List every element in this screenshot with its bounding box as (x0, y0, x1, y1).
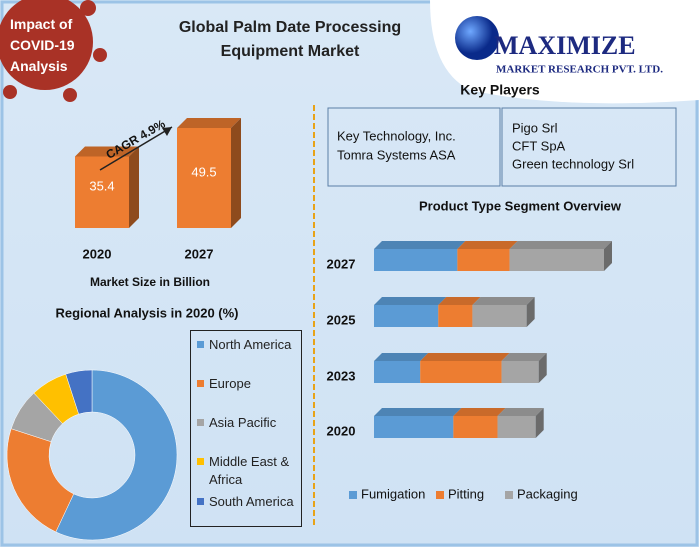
bar-top (472, 297, 535, 305)
bar (501, 361, 539, 383)
bar-top (497, 408, 544, 416)
y-tick-label: 2025 (327, 312, 356, 327)
bar (497, 416, 536, 438)
bar-top (453, 408, 506, 416)
bar (453, 416, 498, 438)
bar-top (501, 353, 547, 361)
player-box (501, 107, 677, 187)
bar-top (177, 118, 241, 128)
bar (374, 305, 439, 327)
bar-top (374, 241, 466, 249)
bar (438, 305, 473, 327)
legend-label: Fumigation (361, 486, 425, 501)
x-tick-label: 2027 (185, 246, 214, 261)
bar-side (129, 146, 139, 228)
bar-top (374, 408, 462, 416)
logo-backdrop (430, 0, 699, 104)
legend-swatch (197, 380, 204, 387)
y-tick-label: 2020 (327, 423, 356, 438)
bar-end (538, 353, 547, 383)
legend-swatch (436, 491, 444, 499)
bar-top (420, 353, 510, 361)
bar-top (457, 241, 518, 249)
key-players-title: Key Players (460, 82, 540, 98)
player-box (327, 107, 501, 187)
legend-swatch (197, 341, 204, 348)
bar-top (438, 297, 481, 305)
bar (177, 128, 231, 228)
legend-label: South America (197, 493, 301, 511)
key-player: Green technology Srl (512, 156, 634, 171)
bar-top (374, 297, 447, 305)
x-tick-label: 2020 (83, 246, 112, 261)
key-player: CFT SpA (512, 138, 566, 153)
cagr-arrowhead (162, 127, 172, 136)
key-player: Key Technology, Inc. (337, 128, 456, 143)
bar (374, 416, 454, 438)
logo-name: MAXIMIZE (494, 31, 636, 60)
y-tick-label: 2027 (327, 256, 356, 271)
bar (374, 361, 421, 383)
bar-top (509, 241, 612, 249)
bar (457, 249, 510, 271)
data-label: 35.4 (89, 179, 114, 194)
virus (0, 0, 107, 102)
legend-label: Asia Pacific (197, 414, 301, 432)
key-player: Pigo Srl (512, 120, 558, 135)
page-title: Global Palm Date Processing Equipment Ma… (178, 19, 402, 60)
bar-top (374, 353, 429, 361)
bar (509, 249, 604, 271)
cagr-arrow (99, 126, 173, 171)
legend-swatch (197, 458, 204, 465)
bar (374, 249, 458, 271)
bar-end (526, 297, 535, 327)
bar (472, 305, 527, 327)
bar-end (604, 241, 612, 271)
y-tick-label: 2023 (327, 368, 356, 383)
key-player: Tomra Systems ASA (337, 147, 456, 162)
pie-slice (65, 369, 93, 415)
legend-label: Middle East & Africa (197, 453, 301, 489)
legend-label: Pitting (448, 486, 484, 501)
bar-top (75, 146, 139, 157)
bar (420, 361, 502, 383)
data-label: 49.5 (191, 164, 216, 179)
logo-globe (455, 16, 499, 60)
chart-title: Regional Analysis in 2020 (%) (55, 305, 238, 320)
chart-title: Product Type Segment Overview (419, 198, 622, 213)
legend-swatch (349, 491, 357, 499)
legend-label: North America (197, 336, 301, 354)
bar-end (535, 408, 544, 438)
covid-badge: Impact of COVID-19 Analysis (10, 16, 75, 74)
legend-label: Europe (197, 375, 301, 393)
legend-label: Packaging (517, 486, 578, 501)
legend: North America Europe Asia Pacific Middle Ea… (190, 330, 302, 527)
legend-swatch (505, 491, 513, 499)
legend-swatch (197, 419, 204, 426)
bar-side (231, 118, 241, 228)
logo-tagline: MARKET RESEARCH PVT. LTD. (496, 64, 663, 76)
x-axis-label: Market Size in Billion (90, 275, 210, 289)
legend-swatch (197, 498, 204, 505)
